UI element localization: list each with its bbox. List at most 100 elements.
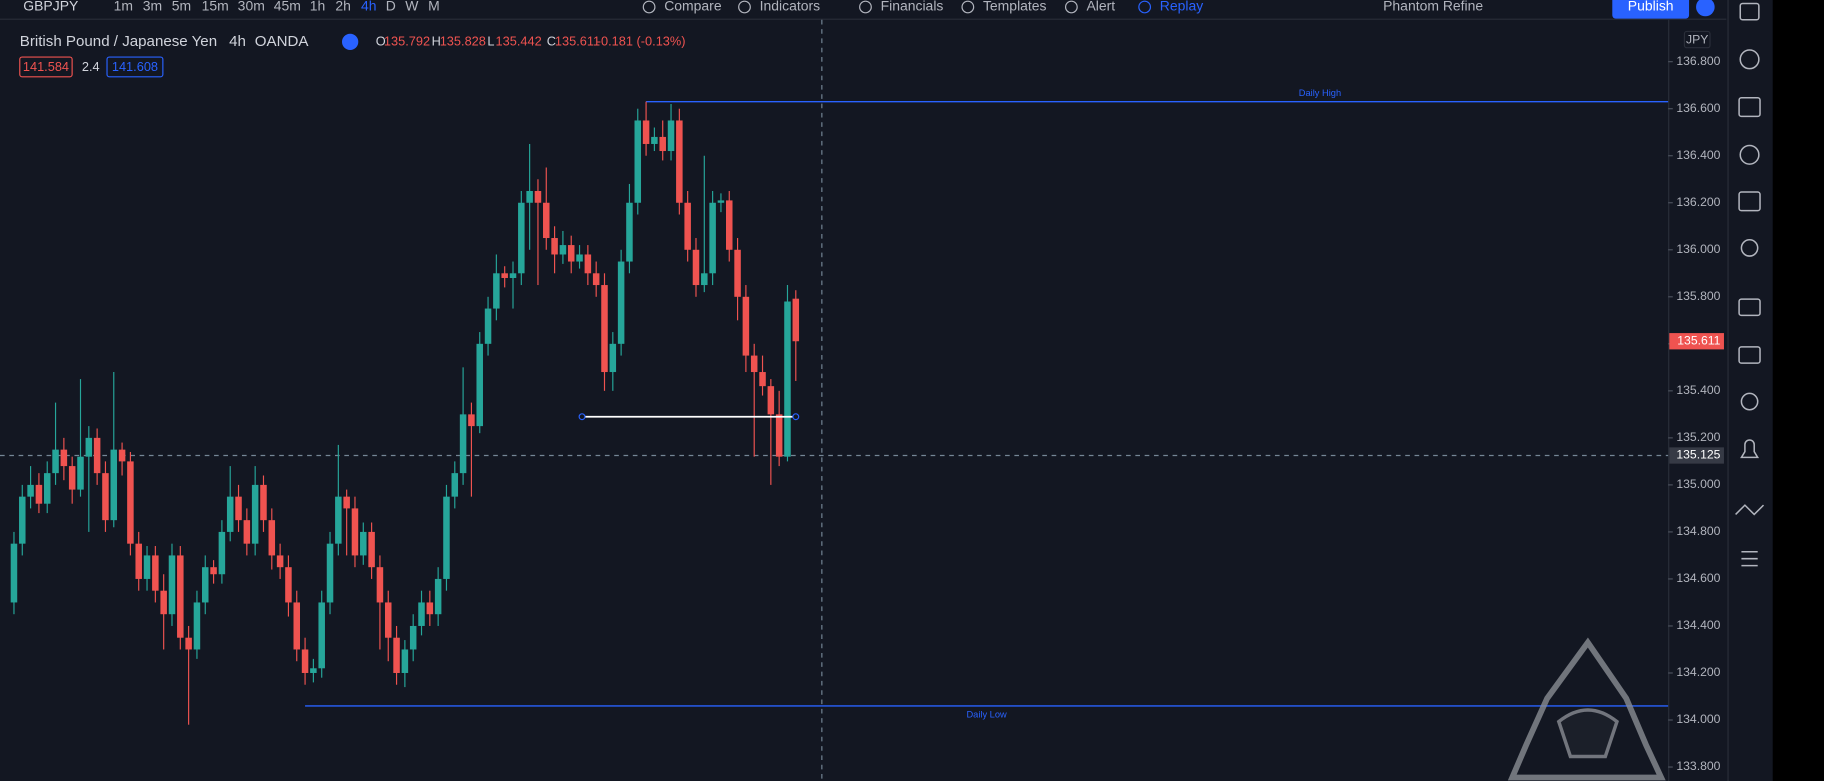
icon-calendar[interactable] [1738,191,1761,212]
candle-body [725,200,733,250]
background [0,0,1773,781]
toolbar-button[interactable]: Compare [664,0,722,14]
sell-price[interactable]: 141.584 [23,59,69,74]
layout-name[interactable]: Phantom Refine [1383,0,1483,14]
candle-body [667,120,675,152]
candle-body [576,254,583,262]
candle-body [642,120,650,144]
candle-body [518,202,525,274]
candle-body [418,602,425,626]
candle-body [659,136,666,152]
buy-box[interactable] [106,56,164,78]
horizontal-line-label: Daily High [1299,88,1341,98]
interval-button[interactable]: 4h [361,0,377,14]
toolbar-icon[interactable] [961,0,975,14]
toolbar-items: GBPJPY 1m 3m 5m 15m 30m 45m 1h 2h 4h D W M Compare Ind… [23,0,1483,14]
candle-body [692,249,700,286]
interval-button[interactable]: 5m [172,0,191,14]
interval-button[interactable]: 2h [335,0,351,14]
interval-button[interactable]: 45m [274,0,301,14]
price-tick-label: 136.000 [1676,242,1720,256]
icon-notifications[interactable] [1740,439,1760,459]
ohlc-key: C [547,33,556,48]
icon-ideas[interactable] [1740,239,1759,257]
candle-body [409,625,417,650]
symbol[interactable]: GBPJPY [23,0,78,14]
candle-body [318,602,325,669]
candle-body [775,414,783,457]
play-button[interactable] [1696,0,1715,17]
toolbar-button[interactable]: Templates [983,0,1047,14]
publish-label[interactable]: Publish [1628,0,1674,14]
interval-button[interactable]: 1m [114,0,133,14]
candle-body [351,508,359,556]
trend-handle[interactable] [792,413,800,421]
candle-body [592,273,600,286]
currency-label: JPY [1686,32,1708,46]
toolbar-button[interactable]: Financials [881,0,944,14]
price-tick-label: 135.400 [1676,383,1720,397]
candle-body [384,602,392,638]
candle-body [177,555,184,638]
icon-collapse[interactable] [1735,504,1765,516]
candle-body [709,202,716,274]
sell-box[interactable] [19,56,73,78]
interval-button[interactable]: 1h [310,0,326,14]
crosshair-label: 135.125 [1676,448,1720,462]
interval-button[interactable]: W [405,0,419,14]
candle-body [343,496,350,509]
buy-price[interactable]: 141.608 [112,59,158,74]
interval-button[interactable]: 30m [238,0,265,14]
candle-body [376,567,384,603]
publish-button[interactable] [1612,0,1690,19]
price-tick-label: 136.600 [1676,101,1720,115]
candle-body [77,456,84,490]
icon-chats[interactable] [1738,346,1761,364]
candle-body [243,520,251,544]
interval-button[interactable]: 15m [202,0,229,14]
interval-button[interactable]: D [386,0,396,14]
toolbar-button[interactable]: Replay [1160,0,1203,14]
candle-body [792,298,800,342]
candle-body [160,590,167,615]
candle-body [276,555,284,568]
candle-body [310,668,317,673]
icon-more[interactable] [1741,550,1758,567]
icon-alerts-clock[interactable] [1739,49,1760,70]
toolbar-button[interactable]: Alert [1086,0,1115,14]
toolbar-icon[interactable] [642,0,656,14]
icon-streams[interactable] [1738,298,1761,317]
interval-button[interactable]: M [428,0,440,14]
toolbar-icon[interactable] [738,0,751,14]
ohlc-value: 135.828 [440,33,486,48]
candle-body [509,273,517,278]
candle-body [168,555,176,615]
candle-body [684,202,691,250]
plot: Daily High Daily Low [0,88,1669,725]
candle-body [567,245,575,262]
toolbar-icon[interactable] [1138,0,1152,14]
candle-body [360,531,367,556]
candle-body [434,578,442,615]
toolbar-button[interactable]: Indicators [760,0,820,14]
toolbar-icon[interactable] [859,0,872,14]
icon-hotlists[interactable] [1739,144,1760,165]
candle-body [35,484,43,504]
candle-body [484,308,492,344]
toolbar-icon[interactable] [1064,0,1078,14]
replay-back-button[interactable] [342,33,359,51]
candle-body [52,449,59,474]
price-tick-label: 134.600 [1676,571,1720,585]
interval-button[interactable]: 3m [143,0,162,14]
icon-data-window[interactable] [1738,97,1761,118]
trend-handle[interactable] [578,413,586,421]
candle-body [110,449,118,521]
candle-body [543,202,550,239]
ohlc-value: 135.611 [555,33,600,48]
candle-body [750,355,758,373]
price-tick-label: 135.200 [1676,430,1720,444]
candle-body [426,602,434,615]
candle-body [742,296,750,356]
icon-watchlist[interactable] [1739,2,1760,21]
icon-tips[interactable] [1740,392,1759,411]
